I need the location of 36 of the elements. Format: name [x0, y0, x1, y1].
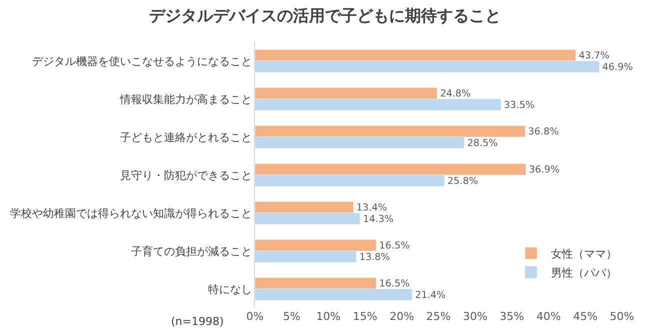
data-label: 16.5% — [379, 278, 410, 290]
y-tick-label: 学校や幼稚園では得られない知識が得られること — [10, 206, 252, 220]
data-label: 25.8% — [447, 176, 478, 187]
y-tick-label: 子育ての負担が減ること — [130, 244, 252, 258]
x-tick-label: 5% — [282, 310, 300, 323]
y-tick-label: 情報収集能力が高まること — [118, 92, 252, 106]
x-tick-label: 10% — [316, 310, 341, 323]
data-label: 14.3% — [362, 214, 394, 225]
x-tick-label: 15% — [352, 310, 378, 323]
data-label: 13.8% — [359, 252, 390, 263]
data-label: 36.8% — [528, 126, 559, 138]
x-tick-label: 0% — [246, 310, 264, 323]
data-label: 28.5% — [467, 138, 498, 149]
chart-title: デジタルデバイスの活用で子どもに期待すること — [149, 6, 501, 26]
data-label: 16.5% — [379, 240, 410, 252]
data-label: 46.9% — [602, 62, 633, 73]
text: (n=1998) — [171, 315, 224, 328]
legend-label: 女性（ママ） — [551, 248, 617, 261]
x-tick-label: 20% — [390, 310, 414, 323]
y-tick-label: 見守り・防犯ができること — [120, 168, 252, 182]
x-tick-label: 45% — [573, 310, 598, 323]
x-tick-label: 50% — [610, 310, 634, 323]
y-tick-label: 子どもと連絡がとれること — [120, 130, 252, 144]
data-label: 36.9% — [528, 164, 560, 176]
data-label: 33.5% — [504, 100, 535, 111]
data-label: 43.7% — [578, 50, 610, 62]
data-label: 13.4% — [356, 202, 387, 214]
y-tick-label: 特になし — [208, 282, 252, 296]
x-tick-label: 35% — [500, 310, 524, 323]
y-tick-label: デジタル機器を使いこなせるようになること — [32, 54, 252, 68]
x-tick-label: 40% — [536, 310, 561, 323]
data-label: 21.4% — [415, 290, 446, 301]
x-tick-label: 25% — [426, 310, 451, 323]
x-tick-label: 30% — [462, 310, 488, 323]
data-label: 24.8% — [440, 88, 471, 100]
legend-label: 男性（パパ） — [551, 266, 617, 280]
